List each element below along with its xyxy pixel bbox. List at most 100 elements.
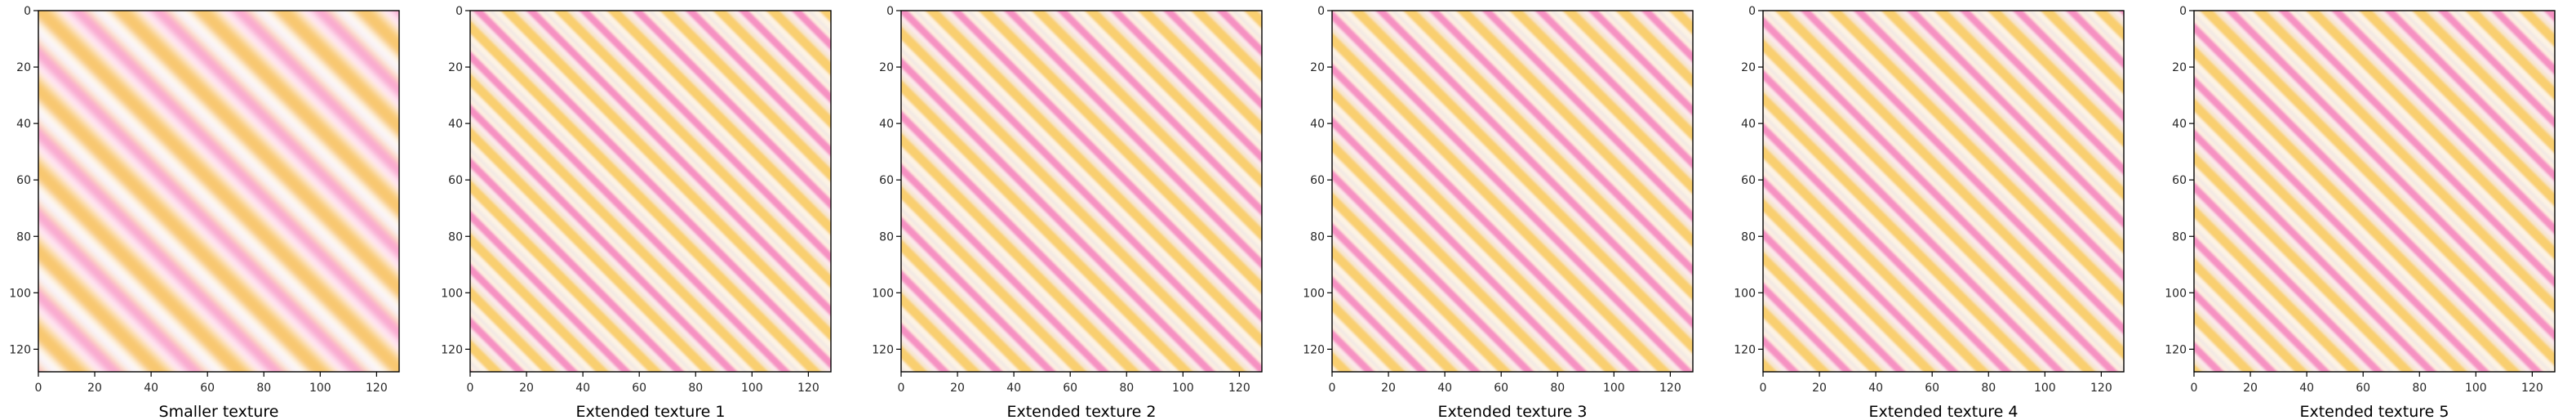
x-tick-label: 40: [2299, 382, 2314, 395]
y-tick-label: 0: [455, 5, 463, 18]
x-tick-label: 20: [1381, 382, 1396, 395]
y-tick-label: 40: [1741, 118, 1756, 131]
axes-frame: [900, 10, 1263, 373]
y-tick-label: 100: [1734, 287, 1756, 300]
x-tick-label: 100: [1603, 382, 1625, 395]
y-tick-label: 120: [872, 343, 894, 356]
y-tick-label: 80: [448, 230, 463, 244]
panel-title: Extended texture 1: [575, 403, 725, 420]
axes-frame: [2193, 10, 2556, 373]
x-tick-label: 120: [1659, 382, 1681, 395]
x-tick-label: 20: [1812, 382, 1827, 395]
y-tick-label: 0: [1748, 5, 1756, 18]
x-tick-label: 80: [256, 382, 271, 395]
x-tick-label: 20: [2243, 382, 2258, 395]
x-tick-label: 120: [2090, 382, 2112, 395]
axes-frame: [1331, 10, 1694, 373]
y-tick-label: 0: [1317, 5, 1325, 18]
x-tick-label: 0: [35, 382, 42, 395]
x-tick-label: 100: [741, 382, 763, 395]
x-tick-label: 60: [2356, 382, 2370, 395]
y-tick-label: 80: [1741, 230, 1756, 244]
y-tick-label: 100: [2165, 287, 2187, 300]
x-tick-label: 40: [1868, 382, 1883, 395]
texture-image: [2194, 11, 2555, 372]
x-tick-label: 80: [1981, 382, 1996, 395]
y-tick-label: 80: [1310, 230, 1325, 244]
x-tick-label: 120: [366, 382, 388, 395]
y-tick-label: 100: [872, 287, 894, 300]
panel-title: Extended texture 3: [1437, 403, 1587, 420]
x-tick-label: 20: [87, 382, 102, 395]
y-tick-label: 20: [16, 61, 31, 74]
panel-6: 0 20 40 60 80 100 120 0 20 40 60 80 100 120 Extended t…: [2165, 5, 2556, 420]
texture-image: [38, 11, 399, 372]
y-tick-label: 120: [2165, 343, 2187, 356]
x-tick-label: 80: [1119, 382, 1134, 395]
x-tick-label: 20: [950, 382, 965, 395]
texture-image: [901, 11, 1262, 372]
x-tick-label: 100: [2465, 382, 2487, 395]
y-tick-label: 40: [448, 118, 463, 131]
y-tick-label: 20: [1741, 61, 1756, 74]
x-tick-label: 60: [632, 382, 646, 395]
x-tick-label: 120: [797, 382, 819, 395]
y-tick-label: 0: [24, 5, 31, 18]
x-tick-label: 60: [1494, 382, 1508, 395]
x-tick-label: 100: [2034, 382, 2056, 395]
y-tick-label: 20: [879, 61, 894, 74]
y-tick-label: 20: [448, 61, 463, 74]
y-tick-label: 40: [879, 118, 894, 131]
y-tick-label: 40: [2172, 118, 2187, 131]
x-tick-label: 60: [1063, 382, 1077, 395]
y-tick-label: 100: [441, 287, 463, 300]
panel-3: 0 20 40 60 80 100 120 0 20 40 60 80 100 120 Extended t…: [872, 5, 1263, 420]
y-tick-label: 20: [1310, 61, 1325, 74]
panel-5: 0 20 40 60 80 100 120 0 20 40 60 80 100 120 Extended t…: [1734, 5, 2125, 420]
texture-image: [1763, 11, 2124, 372]
y-tick-label: 120: [1303, 343, 1325, 356]
x-tick-label: 100: [309, 382, 331, 395]
x-tick-label: 120: [2521, 382, 2543, 395]
x-tick-label: 100: [1172, 382, 1194, 395]
x-tick-label: 0: [2191, 382, 2198, 395]
y-tick-label: 60: [1310, 174, 1325, 187]
y-tick-label: 60: [448, 174, 463, 187]
panel-title: Extended texture 4: [1868, 403, 2018, 420]
texture-image: [470, 11, 831, 372]
panel-4: 0 20 40 60 80 100 120 0 20 40 60 80 100 120 Extended t…: [1303, 5, 1694, 420]
x-tick-label: 40: [575, 382, 590, 395]
y-tick-label: 40: [16, 118, 31, 131]
y-tick-label: 40: [1310, 118, 1325, 131]
y-tick-label: 120: [9, 343, 31, 356]
x-tick-label: 0: [1329, 382, 1336, 395]
x-tick-label: 60: [200, 382, 215, 395]
panel-1: 0 20 40 60 80 100 120 0 20 40 60 80 100 120 Smaller te…: [9, 5, 400, 420]
axes-frame: [1762, 10, 2125, 373]
panel-title: Smaller texture: [159, 403, 279, 420]
y-tick-label: 80: [879, 230, 894, 244]
y-tick-label: 60: [16, 174, 31, 187]
panel-2: 0 20 40 60 80 100 120 0 20 40 60 80 100 120 Extended t…: [441, 5, 832, 420]
y-tick-label: 80: [2172, 230, 2187, 244]
y-tick-label: 20: [2172, 61, 2187, 74]
y-tick-label: 0: [2179, 5, 2187, 18]
axes-frame: [38, 10, 400, 373]
panel-title: Extended texture 2: [1006, 403, 1156, 420]
y-tick-label: 60: [2172, 174, 2187, 187]
y-tick-label: 60: [879, 174, 894, 187]
y-tick-label: 100: [1303, 287, 1325, 300]
y-tick-label: 100: [9, 287, 31, 300]
panels-layer: 0 20 40 60 80 100 120 0 20 40 60 80 100 120 Smaller te…: [9, 5, 2556, 420]
x-tick-label: 60: [1925, 382, 1939, 395]
y-tick-label: 120: [441, 343, 463, 356]
x-tick-label: 0: [467, 382, 474, 395]
x-tick-label: 40: [1006, 382, 1021, 395]
y-tick-label: 0: [886, 5, 894, 18]
axes-frame: [469, 10, 832, 373]
x-tick-label: 80: [688, 382, 703, 395]
y-tick-label: 80: [16, 230, 31, 244]
x-tick-label: 80: [1550, 382, 1565, 395]
y-tick-label: 60: [1741, 174, 1756, 187]
